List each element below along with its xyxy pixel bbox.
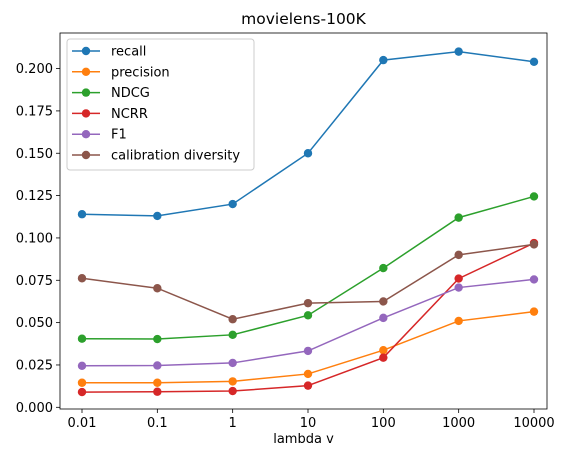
- legend-marker-0: [81, 46, 91, 56]
- y-tick-label-7: 0.175: [16, 104, 53, 119]
- series-4-point-6: [529, 275, 539, 284]
- legend-marker-5: [81, 150, 91, 160]
- series-2-point-3: [303, 311, 313, 320]
- series-3-point-0: [77, 387, 87, 397]
- series-1-point-2: [228, 377, 237, 386]
- legend-label-1: precision: [111, 65, 170, 80]
- series-2-point-5: [454, 213, 463, 222]
- series-4-point-1: [153, 361, 162, 370]
- series-2-point-4: [379, 263, 388, 273]
- legend: recall precision NDCG NCRR F1 calibration div…: [66, 38, 255, 171]
- series-0-point-1: [153, 211, 162, 221]
- legend-marker-2: [81, 88, 91, 97]
- legend-box: [66, 38, 255, 171]
- legend-label-4: F1: [111, 128, 127, 143]
- legend-marker-3: [81, 109, 91, 118]
- series-0-point-0: [77, 210, 87, 219]
- series-2-point-0: [77, 334, 87, 343]
- series-1-point-3: [303, 369, 313, 379]
- series-3-point-4: [379, 353, 388, 362]
- series-5-point-1: [153, 284, 162, 293]
- series-1-point-0: [77, 378, 87, 387]
- series-2-point-2: [228, 330, 237, 340]
- x-tick-label-6: 10000: [513, 416, 554, 431]
- series-4-point-4: [379, 313, 388, 323]
- series-3-point-3: [303, 381, 313, 390]
- series-5-point-0: [77, 274, 87, 283]
- series-0-point-4: [379, 55, 388, 65]
- series-4-point-5: [454, 283, 463, 292]
- series-1-point-1: [153, 378, 162, 387]
- series-0-point-6: [529, 57, 539, 66]
- series-3-point-2: [228, 386, 237, 396]
- series-5-point-5: [454, 250, 463, 260]
- x-tick-label-2: 1: [229, 416, 237, 431]
- x-tick-label-0: 0.01: [68, 416, 97, 431]
- series-5-point-6: [529, 240, 539, 249]
- series-0-point-5: [454, 47, 463, 56]
- series-2-point-6: [529, 192, 539, 201]
- series-4-point-3: [303, 346, 313, 356]
- series-0-point-2: [228, 199, 237, 209]
- y-tick-label-4: 0.100: [16, 231, 53, 246]
- series-4-point-0: [77, 361, 87, 371]
- x-tick-label-3: 10: [300, 416, 317, 431]
- series-2-point-1: [153, 334, 162, 344]
- x-tick-label-5: 1000: [442, 416, 475, 431]
- series-0-point-3: [303, 149, 313, 158]
- legend-marker-1: [81, 67, 91, 77]
- chart-title: movielens-100K: [241, 10, 367, 28]
- y-tick-label-5: 0.125: [16, 189, 53, 204]
- y-tick-label-2: 0.050: [16, 316, 53, 331]
- y-tick-label-6: 0.150: [16, 147, 53, 162]
- series-5-point-2: [228, 315, 237, 324]
- legend-label-2: NDCG: [111, 86, 150, 101]
- series-1-point-5: [454, 316, 463, 326]
- series-5-point-3: [303, 298, 313, 308]
- y-tick-label-3: 0.075: [16, 274, 53, 289]
- x-tick-label-4: 100: [371, 416, 396, 431]
- series-3-point-5: [454, 274, 463, 283]
- legend-label-0: recall: [111, 45, 146, 60]
- plot-area: [77, 47, 539, 397]
- plot-frame: [59, 32, 548, 410]
- axes: 0.01 0.1 1 10 100 1000 10000 0.000 0.025 0.050 0.0…: [16, 32, 555, 431]
- x-tick-label-1: 0.1: [147, 416, 168, 431]
- series-1-point-6: [529, 307, 539, 316]
- y-tick-label-1: 0.025: [16, 358, 53, 373]
- legend-label-3: NCRR: [111, 107, 148, 122]
- series-3-point-1: [153, 387, 162, 396]
- legend-label-5: calibration diversity: [111, 149, 240, 164]
- series-5-point-4: [379, 297, 388, 306]
- series-4-point-2: [228, 358, 237, 368]
- legend-marker-4: [81, 130, 91, 139]
- x-axis-label: lambda v: [273, 432, 334, 447]
- y-tick-label-8: 0.200: [16, 62, 53, 77]
- y-tick-label-0: 0.000: [16, 401, 53, 416]
- series-1-point-4: [379, 346, 388, 355]
